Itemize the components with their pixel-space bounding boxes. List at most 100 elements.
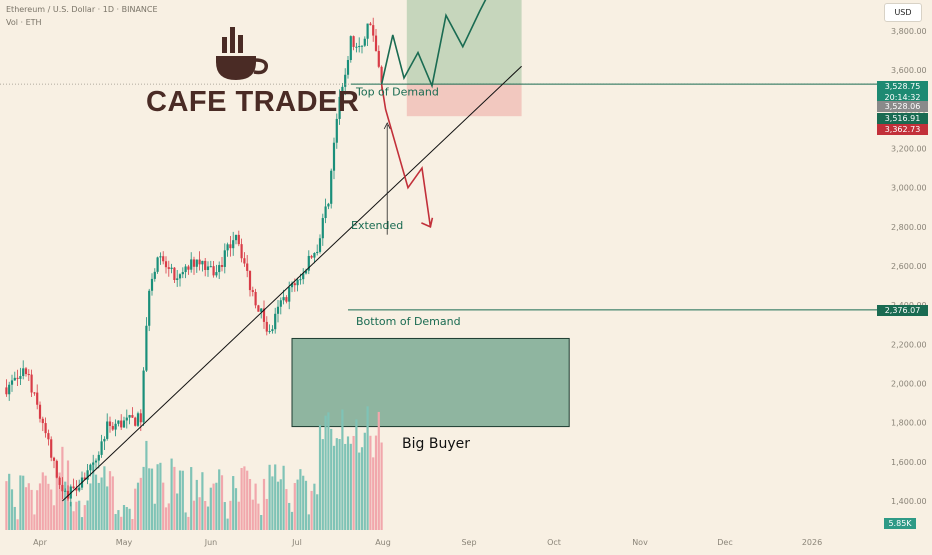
candle-body	[142, 370, 145, 423]
volume-bar	[142, 466, 145, 530]
volume-bar	[299, 469, 302, 530]
volume-bar	[271, 476, 274, 530]
candle-body	[125, 417, 128, 421]
candle-body	[240, 244, 243, 259]
volume-bar	[190, 467, 193, 530]
candle-body	[204, 260, 207, 270]
volume-bar	[229, 500, 232, 530]
candle-body	[94, 460, 98, 463]
candle-body	[66, 490, 70, 499]
candle-body	[178, 274, 182, 279]
currency-button[interactable]: USD	[884, 3, 922, 22]
volume-bar	[10, 489, 14, 530]
volume-bar	[369, 435, 372, 530]
volume-bar	[240, 468, 243, 530]
volume-bar	[139, 477, 142, 530]
candle-body	[369, 23, 372, 26]
volume-bar	[58, 472, 61, 530]
candle-body	[285, 297, 288, 302]
candle-body	[61, 484, 64, 492]
candle-body	[251, 290, 254, 292]
candle-body	[276, 306, 280, 314]
x-tick-label: Nov	[632, 538, 648, 547]
volume-bar	[220, 475, 224, 530]
candle-body	[36, 392, 39, 405]
volume-bar	[33, 514, 36, 530]
volume-bar	[212, 483, 215, 530]
candle-body	[209, 266, 212, 268]
x-tick-label: Jun	[204, 538, 218, 547]
volume-bar	[145, 440, 148, 530]
y-tick-label: 3,200.00	[891, 145, 927, 154]
volume-bar	[89, 483, 92, 530]
candle-body	[170, 267, 173, 269]
big-buyer-label: Big Buyer	[402, 436, 470, 452]
candle-body	[184, 266, 187, 273]
projection-down-arrowhead	[421, 217, 434, 228]
volume-bar	[122, 504, 126, 530]
volume-bar	[187, 516, 190, 530]
candle-body	[358, 46, 361, 48]
volume-bar	[176, 493, 179, 530]
candle-body	[248, 270, 252, 291]
volume-bar	[50, 489, 53, 530]
candle-body	[262, 308, 266, 322]
volume-bar	[332, 445, 336, 530]
candle-body	[153, 271, 156, 279]
volume-bar	[170, 458, 173, 530]
candle-body	[307, 255, 310, 271]
candle-body	[159, 256, 162, 258]
volume-bar	[316, 494, 319, 530]
x-tick-label: Apr	[33, 538, 48, 547]
volume-bar	[114, 514, 117, 530]
volume-bar	[201, 472, 204, 530]
coffee-cup-icon	[216, 27, 269, 80]
volume-bar	[72, 511, 75, 530]
volume-bar	[226, 518, 229, 530]
volume-bar	[341, 409, 344, 530]
volume-bar	[288, 502, 291, 530]
volume-value-tag: 5.85K	[884, 518, 916, 529]
volume-bar	[372, 457, 375, 530]
projection-up-path	[380, 0, 487, 89]
candle-body	[271, 329, 274, 332]
volume-bar	[360, 447, 364, 530]
volume-bar	[156, 464, 159, 530]
volume-bar	[318, 424, 322, 530]
candle-body	[13, 377, 16, 381]
volume-bar	[374, 435, 378, 530]
candle-body	[33, 392, 36, 394]
candle-body	[226, 244, 229, 251]
volume-bar	[47, 483, 50, 530]
y-tick-label: 3,000.00	[891, 184, 927, 193]
candle-body	[260, 308, 263, 312]
volume-bar	[173, 466, 176, 530]
candle-body	[72, 486, 75, 489]
volume-bar	[338, 439, 341, 530]
candle-body	[128, 415, 131, 418]
y-tick-label: 2,600.00	[891, 262, 927, 271]
candle-body	[254, 291, 257, 306]
candle-body	[176, 278, 179, 280]
candle-body	[5, 387, 8, 395]
volume-bar	[78, 500, 81, 530]
candle-body	[181, 272, 184, 275]
volume-bar	[83, 505, 86, 530]
volume-bar	[209, 487, 212, 530]
candle-body	[47, 433, 50, 440]
candle-body	[131, 415, 134, 418]
candle-body	[318, 238, 322, 252]
volume-bar	[55, 461, 58, 530]
candle-body	[363, 38, 366, 46]
volume-bar	[349, 443, 352, 530]
y-tick-label: 1,800.00	[891, 419, 927, 428]
volume-bar	[296, 479, 299, 530]
candle-body	[10, 380, 14, 385]
volume-bar	[38, 483, 42, 530]
volume-bar	[248, 478, 252, 530]
candle-body	[313, 253, 316, 258]
volume-bar	[366, 406, 369, 530]
candle-body	[335, 118, 338, 143]
